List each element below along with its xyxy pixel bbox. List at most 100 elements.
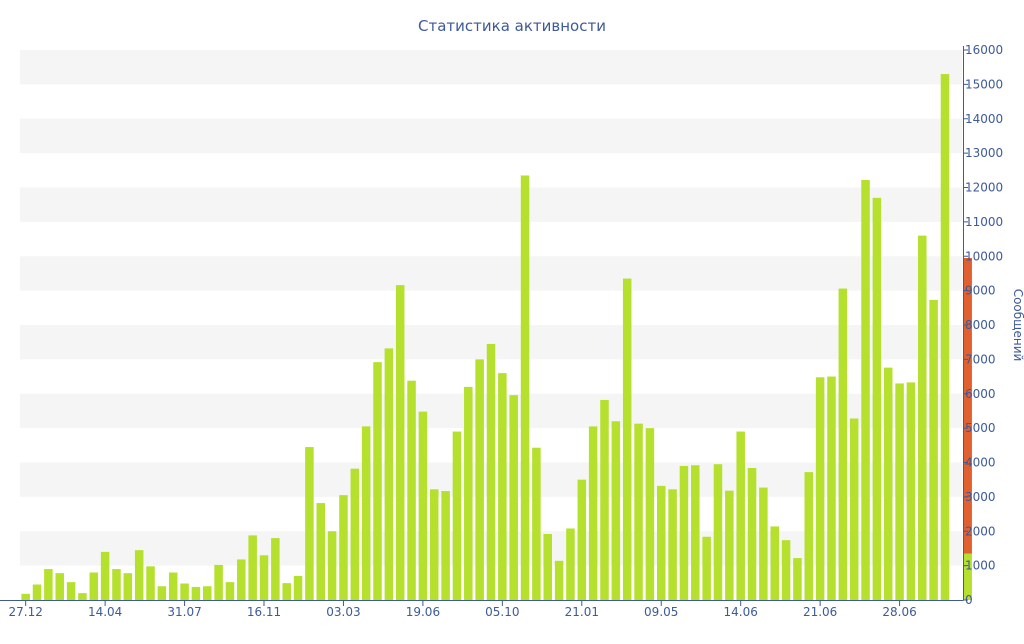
bar bbox=[532, 447, 541, 600]
bars bbox=[21, 74, 972, 600]
y-axis: 0 1000 2000 3000 4000 5000 6000 7000 8000 9000 100… bbox=[963, 43, 1003, 607]
bar bbox=[157, 586, 167, 600]
y-axis-label: Сообщений bbox=[1011, 289, 1024, 362]
bar bbox=[645, 428, 655, 600]
bar-last-base bbox=[963, 553, 972, 600]
y-tick-label: 11000 bbox=[965, 215, 1003, 229]
bar bbox=[407, 380, 416, 600]
grid-bands bbox=[20, 50, 962, 566]
bar bbox=[361, 426, 371, 600]
bar bbox=[203, 586, 212, 600]
bar bbox=[441, 491, 450, 600]
y-tick-label: 16000 bbox=[965, 43, 1003, 57]
bar bbox=[66, 582, 76, 600]
bar bbox=[679, 465, 689, 600]
bar bbox=[691, 465, 700, 600]
bar bbox=[656, 485, 666, 600]
y-tick-label: 12000 bbox=[965, 181, 1003, 195]
x-tick-label: 14.04 bbox=[88, 605, 122, 619]
bar bbox=[577, 479, 587, 600]
y-tick-label: 3000 bbox=[965, 490, 996, 504]
bar bbox=[588, 426, 598, 600]
bar bbox=[191, 586, 201, 600]
bar bbox=[804, 472, 814, 600]
bar bbox=[78, 593, 87, 600]
y-tick-label: 8000 bbox=[965, 318, 996, 332]
bar bbox=[918, 235, 927, 600]
bar bbox=[248, 535, 257, 600]
x-tick-label: 05.10 bbox=[485, 605, 519, 619]
bar bbox=[815, 377, 825, 600]
bar bbox=[770, 526, 779, 600]
y-tick-label: 1000 bbox=[965, 559, 996, 573]
bar bbox=[929, 299, 938, 600]
y-tick-label: 4000 bbox=[965, 456, 996, 470]
bar bbox=[895, 383, 904, 600]
bar bbox=[100, 551, 110, 600]
x-tick-label: 28.06 bbox=[882, 605, 916, 619]
bar bbox=[293, 575, 303, 600]
bar bbox=[793, 558, 802, 600]
bar bbox=[373, 362, 382, 600]
y-tick-label: 2000 bbox=[965, 524, 996, 538]
bar bbox=[146, 566, 155, 600]
bar bbox=[736, 431, 745, 600]
y-tick-label: 6000 bbox=[965, 387, 996, 401]
bar bbox=[906, 382, 916, 600]
bar bbox=[327, 531, 337, 600]
bar bbox=[747, 468, 757, 600]
x-tick-label: 03.03 bbox=[326, 605, 360, 619]
bar bbox=[305, 447, 314, 600]
bar bbox=[452, 431, 462, 600]
bar bbox=[713, 464, 723, 600]
bar bbox=[395, 285, 405, 600]
bar bbox=[384, 348, 394, 600]
bar bbox=[622, 278, 632, 600]
bar bbox=[418, 411, 428, 600]
y-tick-label: 7000 bbox=[965, 352, 996, 366]
grid-band bbox=[20, 256, 962, 291]
bar bbox=[123, 573, 133, 600]
y-tick-label: 5000 bbox=[965, 421, 996, 435]
bar bbox=[883, 367, 893, 600]
bar bbox=[429, 489, 439, 600]
bar bbox=[259, 555, 269, 600]
bar bbox=[861, 179, 870, 600]
bar bbox=[509, 395, 518, 600]
x-tick-label: 16.11 bbox=[247, 605, 281, 619]
bar bbox=[168, 572, 178, 600]
x-tick-label: 21.01 bbox=[565, 605, 599, 619]
bar bbox=[566, 528, 575, 600]
bar bbox=[702, 536, 711, 600]
bar bbox=[44, 569, 53, 600]
bar bbox=[611, 421, 621, 600]
x-tick-label: 19.06 bbox=[406, 605, 440, 619]
x-tick-label: 31.07 bbox=[167, 605, 201, 619]
bar bbox=[520, 175, 530, 600]
bar bbox=[600, 399, 609, 600]
y-tick-label: 9000 bbox=[965, 284, 996, 298]
bar bbox=[872, 197, 882, 600]
y-tick-label: 14000 bbox=[965, 112, 1003, 126]
bar bbox=[543, 534, 553, 600]
bar bbox=[498, 373, 507, 600]
bar bbox=[55, 573, 64, 600]
grid-band bbox=[20, 187, 962, 222]
bar bbox=[725, 490, 734, 600]
y-tick-label: 15000 bbox=[965, 77, 1003, 91]
grid-band bbox=[20, 50, 962, 85]
y-tick-label: 0 bbox=[965, 593, 973, 607]
bar bbox=[134, 550, 144, 600]
y-tick-label: 13000 bbox=[965, 146, 1003, 160]
x-tick-label: 27.12 bbox=[8, 605, 42, 619]
bar bbox=[781, 540, 791, 600]
bar bbox=[464, 386, 473, 600]
bar bbox=[237, 559, 246, 600]
y-tick-label: 10000 bbox=[965, 249, 1003, 263]
bar bbox=[940, 74, 950, 600]
bar bbox=[282, 583, 291, 600]
bar bbox=[339, 495, 348, 600]
bar bbox=[89, 572, 99, 600]
bar bbox=[827, 376, 836, 600]
